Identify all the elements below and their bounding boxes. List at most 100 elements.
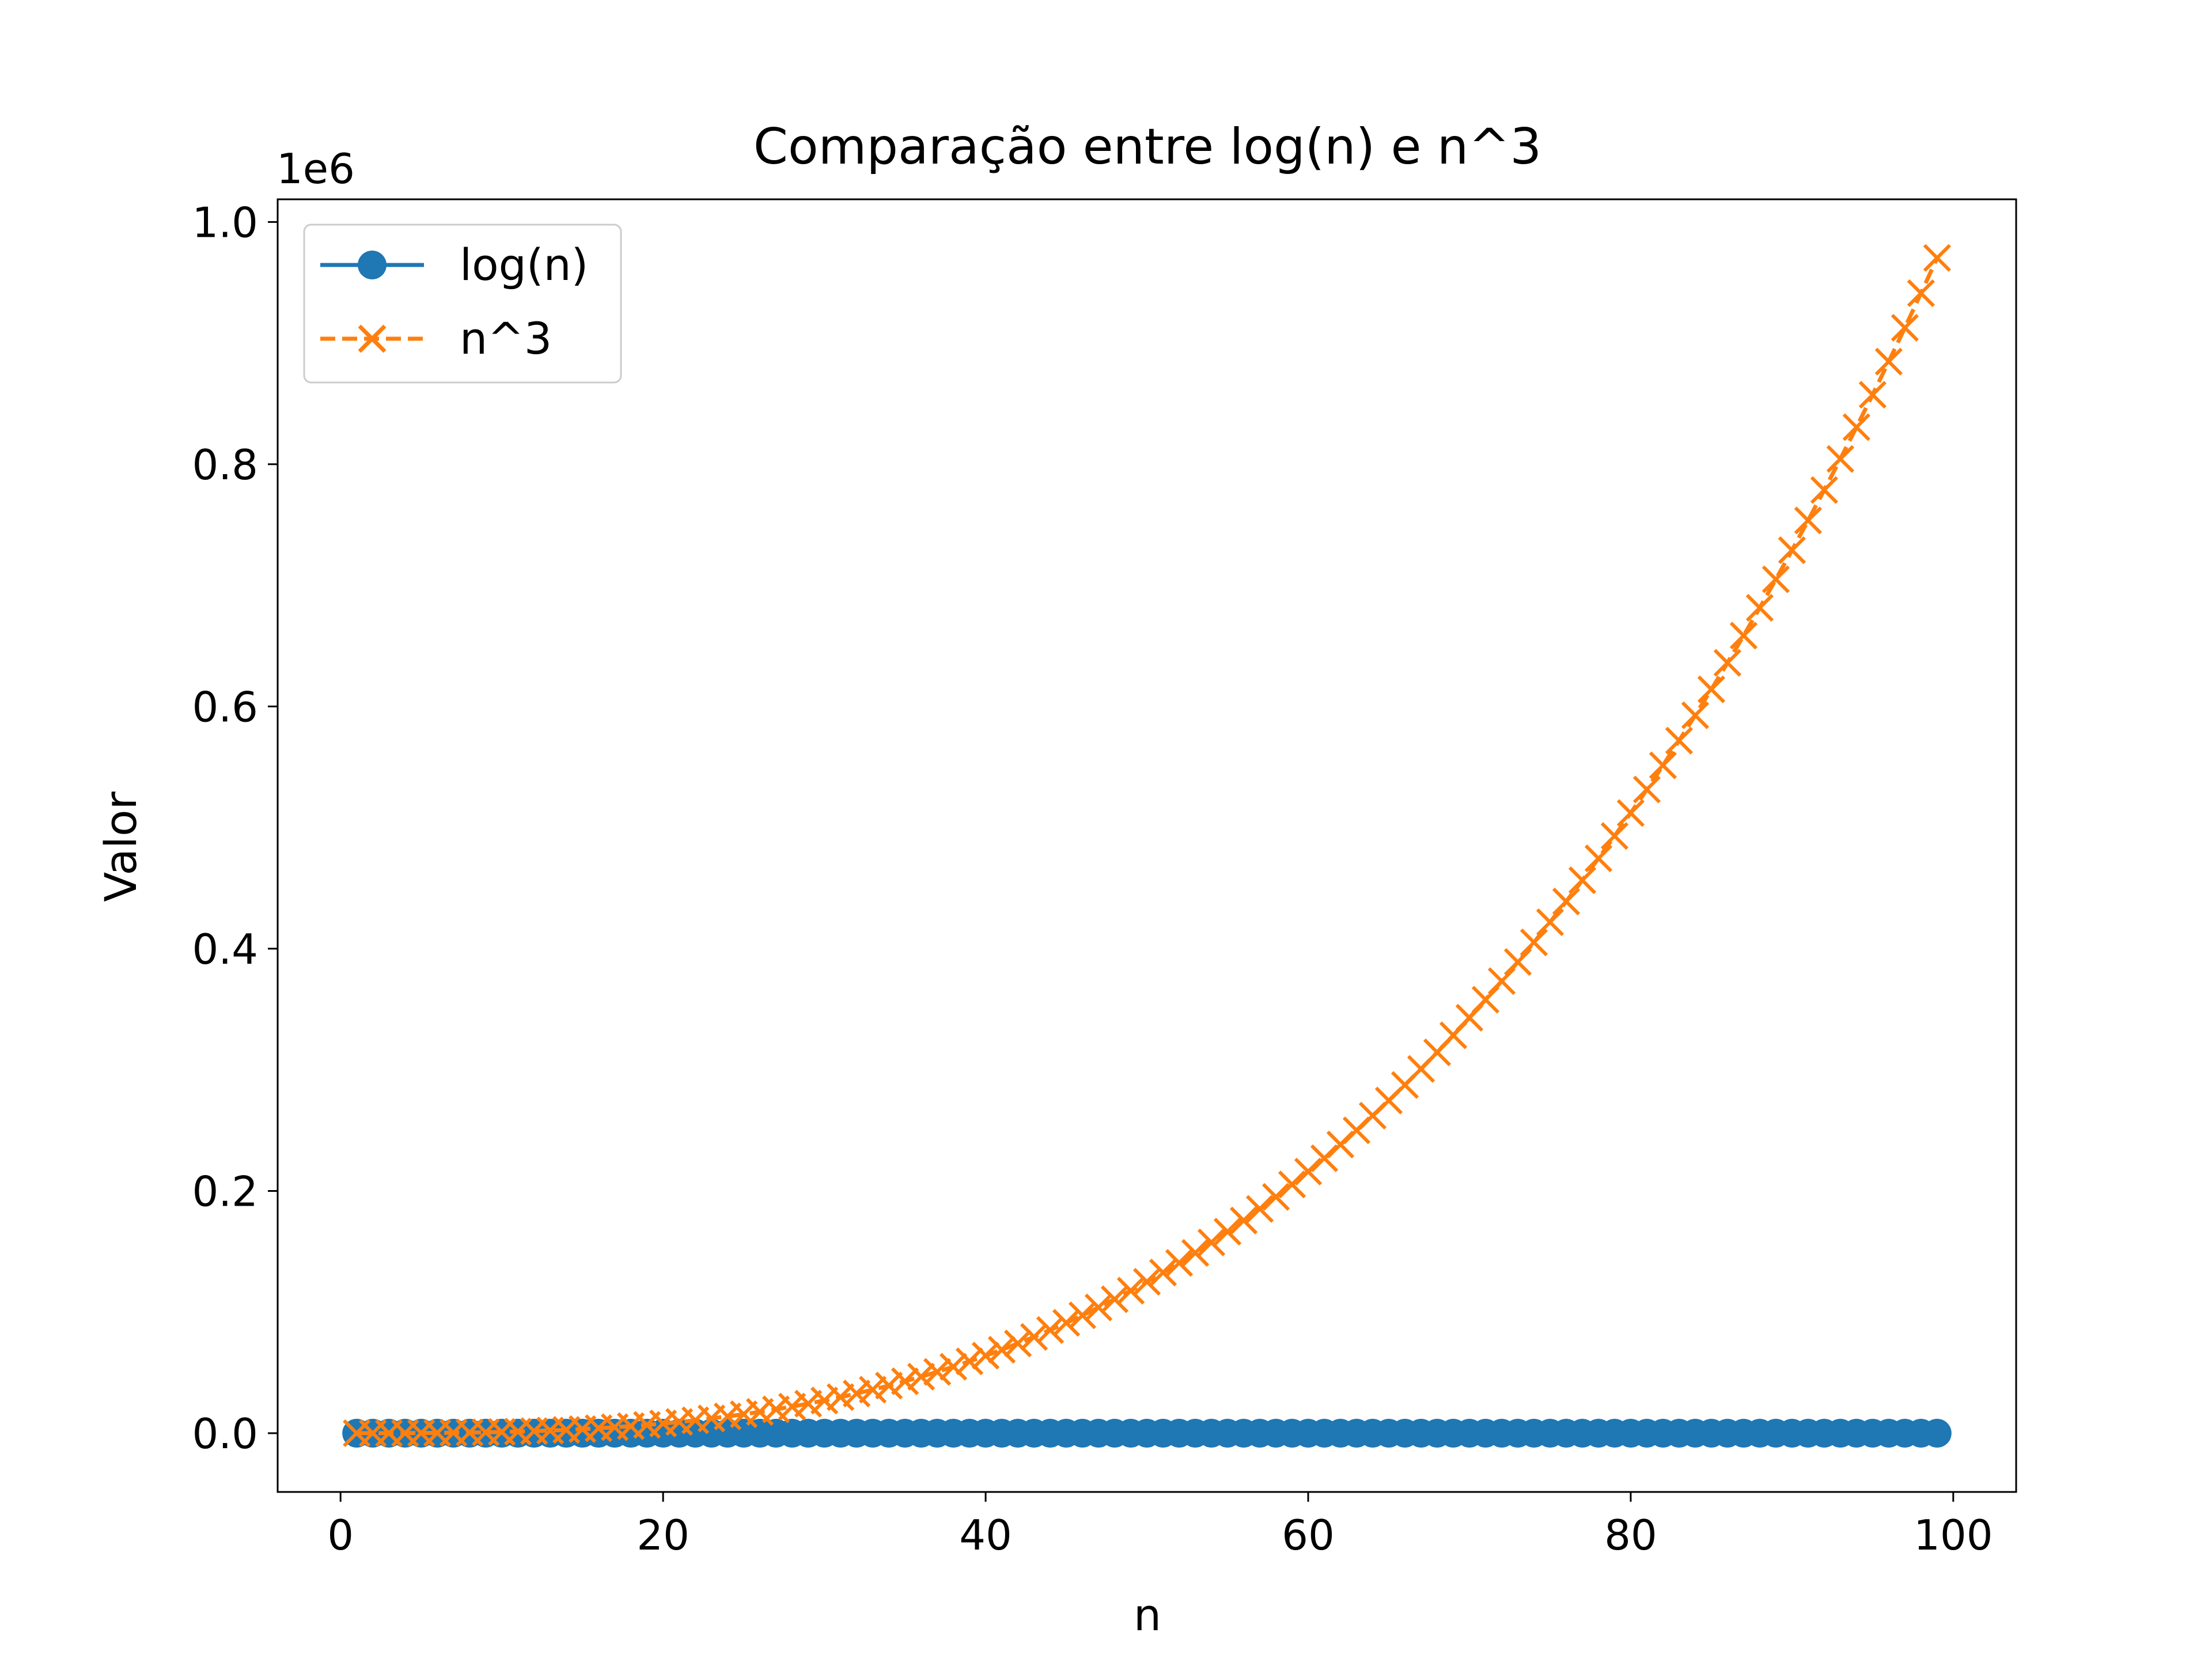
data-point-cube-stroke: [1181, 1238, 1210, 1267]
data-point-cube: [1842, 413, 1870, 441]
data-point-cube: [1294, 1157, 1323, 1185]
data-point-cube: [1826, 445, 1854, 473]
data-point-cube: [987, 1335, 1016, 1364]
data-point-cube-stroke: [1874, 347, 1903, 376]
data-point-cube: [810, 1387, 839, 1415]
data-point-cube: [1665, 726, 1693, 755]
data-point-cube-stroke: [1826, 445, 1854, 473]
data-point-cube: [1568, 866, 1597, 895]
x-tick-label: 0: [327, 1511, 354, 1559]
plot-frame: [276, 198, 2017, 1493]
data-point-cube-stroke: [1116, 1277, 1145, 1305]
data-point-cube-stroke: [1745, 593, 1774, 622]
data-point-cube: [1036, 1316, 1065, 1344]
data-point-cube-stroke: [1197, 1228, 1226, 1257]
data-point-cube-stroke: [1891, 313, 1919, 342]
data-point-cube-stroke: [1633, 775, 1661, 804]
data-point-cube: [1858, 381, 1887, 409]
legend-label-cube: n^3: [460, 313, 552, 364]
data-point-cube-stroke: [810, 1387, 839, 1415]
data-point-cube: [1132, 1268, 1161, 1296]
data-point-cube: [1213, 1218, 1242, 1246]
data-point-cube: [1584, 844, 1613, 873]
data-point-cube: [1891, 313, 1919, 342]
x-axis-ticks: 0 20 40 60 80 100: [327, 1492, 1993, 1559]
data-point-cube-stroke: [1149, 1258, 1177, 1287]
data-point-cube-stroke: [1681, 701, 1709, 729]
data-point-cube-stroke: [1568, 866, 1597, 895]
y-tick-label: 0.4: [192, 925, 258, 974]
data-point-cube-stroke: [1842, 413, 1870, 441]
data-point-cube: [1616, 799, 1645, 827]
data-point-cube: [1810, 476, 1838, 504]
data-point-cube: [1649, 751, 1677, 779]
data-point-cube: [1116, 1277, 1145, 1305]
data-point-cube-stroke: [1858, 381, 1887, 409]
data-point-cube-stroke: [826, 1383, 855, 1411]
data-point-cube-stroke: [1245, 1195, 1274, 1223]
data-point-cube-stroke: [1584, 844, 1613, 873]
data-point-cube-stroke: [1600, 822, 1629, 850]
data-point-cube-stroke: [1262, 1183, 1290, 1211]
legend-marker-log: [358, 251, 387, 279]
data-point-cube-stroke: [955, 1347, 984, 1376]
data-point-cube: [1536, 908, 1565, 937]
data-point-cube-stroke: [1697, 675, 1725, 703]
data-point-cube-stroke: [1713, 649, 1741, 677]
data-point-cube-stroke: [1762, 565, 1790, 593]
y-offset-label: 1e6: [276, 145, 355, 193]
data-point-cube: [955, 1347, 984, 1376]
data-point-cube-stroke: [971, 1342, 1000, 1370]
y-tick-label: 0.2: [192, 1167, 258, 1215]
data-point-cube: [1681, 701, 1709, 729]
data-point-cube-stroke: [1294, 1157, 1323, 1185]
data-point-cube-stroke: [1213, 1218, 1242, 1246]
data-point-cube-stroke: [1923, 244, 1951, 272]
data-point-cube: [1907, 279, 1935, 308]
x-tick-label: 20: [637, 1511, 690, 1559]
data-point-cube: [1552, 887, 1581, 916]
data-point-cube: [1745, 593, 1774, 622]
data-point-cube-stroke: [1471, 986, 1500, 1014]
data-point-cube: [939, 1353, 968, 1381]
data-point-cube-stroke: [1810, 476, 1838, 504]
plot-area: [342, 244, 1952, 1448]
data-point-cube: [1020, 1323, 1048, 1351]
x-axis-label: n: [1134, 1589, 1161, 1641]
data-point-cube: [1633, 775, 1661, 804]
data-point-cube-stroke: [987, 1335, 1016, 1364]
data-point-cube: [842, 1379, 871, 1408]
data-point-cube-stroke: [1778, 536, 1806, 565]
data-point-cube-stroke: [1907, 279, 1935, 308]
data-point-cube-stroke: [1020, 1323, 1048, 1351]
legend-marker-cube: [358, 324, 387, 353]
y-axis-ticks: 0.0 0.2 0.4 0.6 0.8 1.0: [192, 198, 278, 1458]
data-point-cube-stroke: [907, 1362, 935, 1391]
data-point-cube: [826, 1383, 855, 1411]
data-point-cube: [1487, 967, 1516, 995]
y-axis-label: Valor: [95, 791, 146, 902]
data-point-cube: [1245, 1195, 1274, 1223]
data-point-cube-stroke: [1649, 751, 1677, 779]
data-point-cube: [1084, 1293, 1113, 1321]
data-point-cube: [1762, 565, 1790, 593]
data-point-cube: [1100, 1285, 1129, 1313]
data-point-cube: [1794, 506, 1822, 535]
legend: log(n) n^3: [303, 224, 622, 384]
data-point-cube: [1165, 1249, 1194, 1277]
data-point-cube: [1197, 1228, 1226, 1257]
data-point-cube-stroke: [874, 1372, 903, 1400]
data-point-cube: [1262, 1183, 1290, 1211]
data-point-cube-stroke: [1165, 1249, 1194, 1277]
data-point-cube-stroke: [1794, 506, 1822, 535]
data-point-cube: [907, 1362, 935, 1391]
data-point-cube: [1923, 244, 1951, 272]
data-point-cube-stroke: [858, 1376, 887, 1404]
data-point-cube-stroke: [1487, 967, 1516, 995]
data-point-cube: [1068, 1301, 1097, 1330]
data-point-cube: [1149, 1258, 1177, 1287]
data-point-cube: [858, 1376, 887, 1404]
data-point-cube: [1003, 1330, 1032, 1358]
data-point-cube: [1697, 675, 1725, 703]
